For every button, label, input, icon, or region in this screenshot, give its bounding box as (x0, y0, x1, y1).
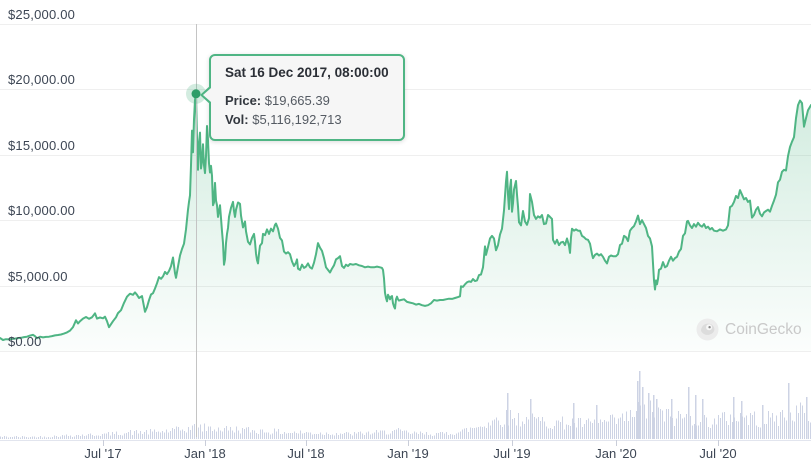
x-axis-label: Jul '17 (84, 446, 122, 461)
x-axis-label: Jul '20 (699, 446, 737, 461)
x-axis-label: Jan '20 (595, 446, 637, 461)
tooltip-volume-row: Vol: $5,116,192,713 (225, 110, 389, 129)
y-axis-label: $0.00 (8, 333, 42, 349)
y-axis-label: $10,000.00 (8, 202, 76, 218)
y-axis-label: $15,000.00 (8, 137, 76, 153)
tooltip-price-value: $19,665.39 (264, 93, 330, 108)
x-axis-label: Jul '18 (287, 446, 325, 461)
volume-bars (0, 371, 811, 439)
coingecko-watermark[interactable]: CoinGecko (696, 318, 802, 341)
coingecko-watermark-label: CoinGecko (725, 320, 802, 338)
tooltip-date: Sat 16 Dec 2017, 08:00:00 (225, 65, 389, 80)
coingecko-gecko-icon (696, 318, 719, 341)
x-axis-label: Jan '19 (387, 446, 429, 461)
tooltip-vol-value: $5,116,192,713 (252, 112, 342, 127)
tooltip-price-row: Price: $19,665.39 (225, 91, 389, 110)
x-axis-label: Jan '18 (184, 446, 226, 461)
y-axis-label: $20,000.00 (8, 71, 76, 87)
y-axis-label: $5,000.00 (8, 268, 68, 284)
tooltip-arrow-icon-inner (203, 88, 211, 102)
tooltip-vol-label: Vol: (225, 112, 249, 127)
tooltip-price-label: Price: (225, 93, 262, 108)
y-axis-label: $25,000.00 (8, 6, 76, 22)
selected-point-marker[interactable] (191, 89, 201, 99)
chart-tooltip: Sat 16 Dec 2017, 08:00:00 Price: $19,665… (200, 54, 405, 141)
x-axis-label: Jul '19 (493, 446, 531, 461)
price-line (0, 92, 811, 341)
